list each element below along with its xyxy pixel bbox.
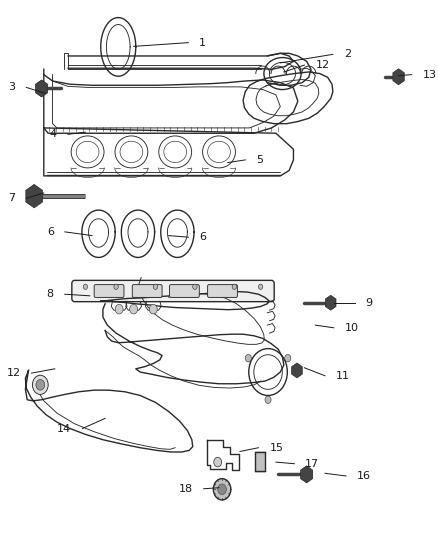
FancyBboxPatch shape [170,285,199,297]
Text: 6: 6 [47,227,54,237]
Text: 3: 3 [8,83,15,92]
Circle shape [193,284,197,289]
Circle shape [285,354,291,362]
Circle shape [232,284,237,289]
FancyBboxPatch shape [72,280,274,302]
Text: 7: 7 [8,193,15,203]
FancyBboxPatch shape [132,285,162,297]
Text: 15: 15 [269,443,283,453]
Circle shape [130,304,138,314]
Circle shape [114,284,118,289]
Text: 5: 5 [256,155,263,165]
Circle shape [36,379,45,390]
Circle shape [265,396,271,403]
Text: 2: 2 [344,50,351,59]
Text: 1: 1 [199,38,206,47]
Circle shape [153,284,158,289]
Circle shape [32,375,48,394]
Circle shape [245,354,251,362]
Text: 14: 14 [57,424,71,433]
Circle shape [83,284,88,289]
Text: 6: 6 [199,232,206,242]
Circle shape [214,457,222,467]
Text: 18: 18 [179,484,193,494]
Text: 9: 9 [366,298,373,308]
Text: 16: 16 [357,471,371,481]
Circle shape [258,284,263,289]
Text: 11: 11 [336,371,350,381]
Bar [255,452,265,471]
Text: 4: 4 [50,130,57,139]
FancyBboxPatch shape [208,285,237,297]
Text: 12: 12 [7,368,21,378]
Text: 17: 17 [305,459,319,469]
Text: 10: 10 [345,323,359,333]
Circle shape [213,479,231,500]
FancyBboxPatch shape [94,285,124,297]
Text: 8: 8 [47,289,54,299]
Text: 12: 12 [315,60,329,70]
Text: 13: 13 [423,70,437,79]
Circle shape [115,304,123,314]
Circle shape [149,304,157,314]
Circle shape [218,484,226,495]
